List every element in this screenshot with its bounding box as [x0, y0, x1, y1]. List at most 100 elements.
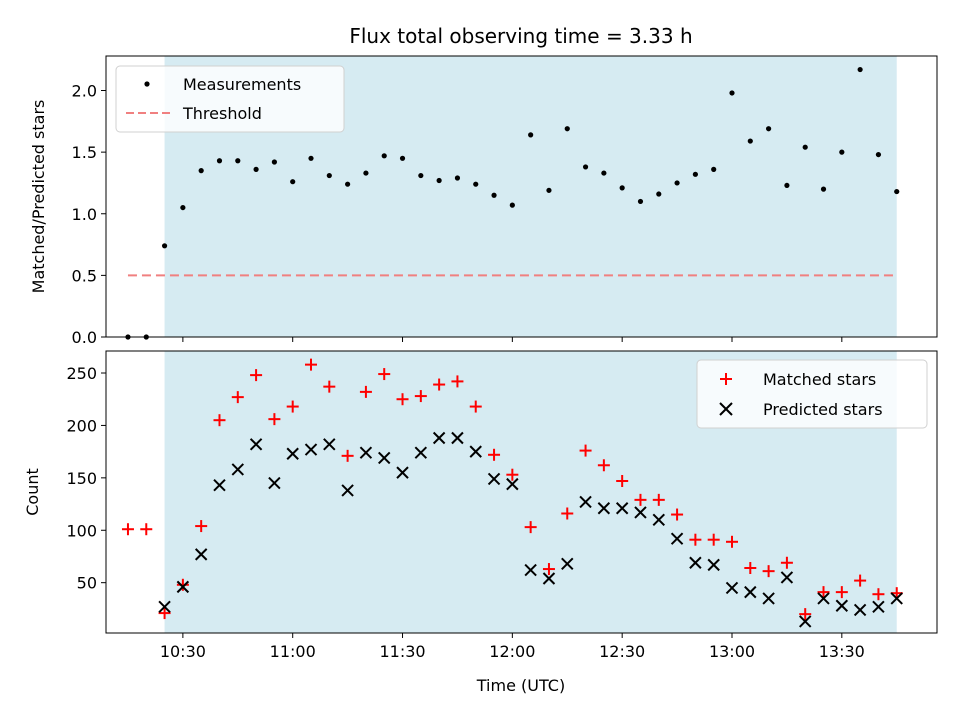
- predicted-star-marker: [615, 502, 629, 515]
- measurement-point: [857, 66, 863, 73]
- predicted-star-marker: [304, 443, 318, 456]
- predicted-star-marker: [213, 478, 226, 492]
- predicted-star-marker: [487, 472, 501, 486]
- predicted-star-marker: [341, 484, 354, 497]
- y-tick-label: 50: [77, 574, 97, 593]
- measurement-point: [235, 158, 241, 164]
- measurement-point: [290, 179, 296, 185]
- matched-star-marker: [671, 508, 684, 521]
- matched-star-marker: [707, 533, 720, 546]
- predicted-star-marker: [762, 592, 775, 605]
- matched-star-marker: [158, 607, 171, 620]
- top-x-ticks: [182, 337, 843, 342]
- measurement-point: [894, 188, 900, 195]
- x-tick-label: 11:00: [270, 642, 316, 661]
- predicted-star-marker: [579, 495, 592, 509]
- bottom-legend: Matched stars Predicted stars: [696, 359, 928, 429]
- measurement-point: [528, 132, 534, 138]
- predicted-star-marker: [542, 572, 556, 585]
- matched-star-marker: [378, 368, 391, 381]
- measurement-point: [253, 166, 259, 172]
- bottom-y-ticks: 50 100 150 200 250: [66, 364, 106, 593]
- predicted-star-marker: [835, 599, 849, 612]
- matched-star-marker: [213, 414, 226, 427]
- matched-star-marker: [506, 468, 519, 481]
- x-tick-label: 10:30: [160, 642, 206, 661]
- predicted-star-marker: [707, 558, 720, 572]
- matched-star-marker: [762, 565, 775, 578]
- bottom-plot-frame: [105, 350, 938, 634]
- predicted-star-marker: [268, 476, 281, 490]
- predicted-star-marker: [396, 466, 409, 479]
- matched-star-marker: [451, 375, 464, 388]
- matched-star-marker: [744, 562, 757, 575]
- predicted-star-marker: [890, 592, 903, 605]
- measurement-point: [326, 172, 332, 179]
- predicted-star-marker: [378, 451, 391, 465]
- y-tick-label: 0.5: [72, 266, 97, 285]
- measurement-point: [180, 204, 186, 211]
- matched-star-marker: [323, 380, 336, 393]
- measurement-points: [125, 66, 900, 340]
- predicted-star-marker: [597, 502, 611, 515]
- matched-star-marker: [561, 507, 574, 520]
- predicted-star-marker: [359, 446, 373, 459]
- matched-star-marker: [634, 493, 647, 506]
- x-tick-label: 13:00: [709, 642, 755, 661]
- predicted-star-marker: [524, 563, 537, 577]
- matched-star-marker: [780, 556, 793, 569]
- matched-stars-points: [121, 358, 903, 621]
- predicted-star-marker: [469, 445, 482, 458]
- x-tick-label: 13:30: [819, 642, 865, 661]
- matched-star-marker: [176, 578, 189, 591]
- y-tick-label: 0.0: [72, 328, 97, 347]
- predicted-star-marker: [725, 581, 739, 595]
- legend-x-marker-icon: [719, 402, 733, 416]
- bottom-panel: 50 100 150 200 250 10:30 11:00 11:30 12:00 12:30…: [23, 350, 938, 695]
- predicted-star-marker: [744, 585, 757, 599]
- predicted-star-marker: [286, 447, 299, 460]
- measurement-point: [839, 149, 845, 155]
- x-tick-label: 12:00: [489, 642, 535, 661]
- measurement-point: [820, 186, 827, 192]
- measurement-point: [454, 175, 461, 181]
- measurement-point: [161, 243, 168, 249]
- matched-star-marker: [579, 444, 592, 457]
- matched-star-marker: [854, 574, 867, 587]
- measurement-point: [271, 159, 277, 165]
- matched-star-marker: [488, 448, 501, 461]
- measurement-point: [674, 180, 680, 186]
- matched-star-marker: [542, 563, 555, 576]
- chart-title: Flux total observing time = 3.33 h: [349, 24, 692, 48]
- x-tick-label: 12:30: [599, 642, 645, 661]
- matched-star-marker: [616, 474, 629, 487]
- predicted-star-marker: [432, 431, 446, 445]
- predicted-star-marker: [799, 615, 812, 628]
- legend-label-threshold: Threshold: [182, 104, 262, 123]
- matched-star-marker: [140, 523, 153, 536]
- measurement-point: [381, 153, 387, 159]
- measurement-point: [198, 168, 204, 174]
- predicted-star-marker: [176, 580, 190, 594]
- measurement-point: [345, 181, 351, 187]
- measurement-point: [564, 126, 570, 132]
- predicted-star-marker: [670, 532, 684, 545]
- matched-star-marker: [121, 523, 134, 536]
- matched-star-marker: [286, 400, 299, 413]
- predicted-stars-points: [158, 431, 903, 628]
- predicted-star-marker: [853, 603, 867, 617]
- matched-star-marker: [817, 586, 830, 599]
- matched-star-marker: [835, 586, 848, 599]
- measurement-point: [216, 158, 223, 164]
- matched-star-marker: [341, 449, 354, 462]
- measurement-point: [436, 177, 442, 184]
- y-tick-label: 150: [66, 469, 97, 488]
- y-tick-label: 200: [66, 416, 97, 435]
- top-legend: Measurements Threshold: [115, 65, 345, 133]
- top-legend-box: [115, 65, 345, 133]
- measurement-point: [308, 155, 314, 161]
- legend-label-matched-stars: Matched stars: [763, 370, 876, 389]
- measurement-point: [802, 144, 808, 150]
- predicted-star-marker: [414, 446, 428, 459]
- measurement-point: [729, 90, 735, 96]
